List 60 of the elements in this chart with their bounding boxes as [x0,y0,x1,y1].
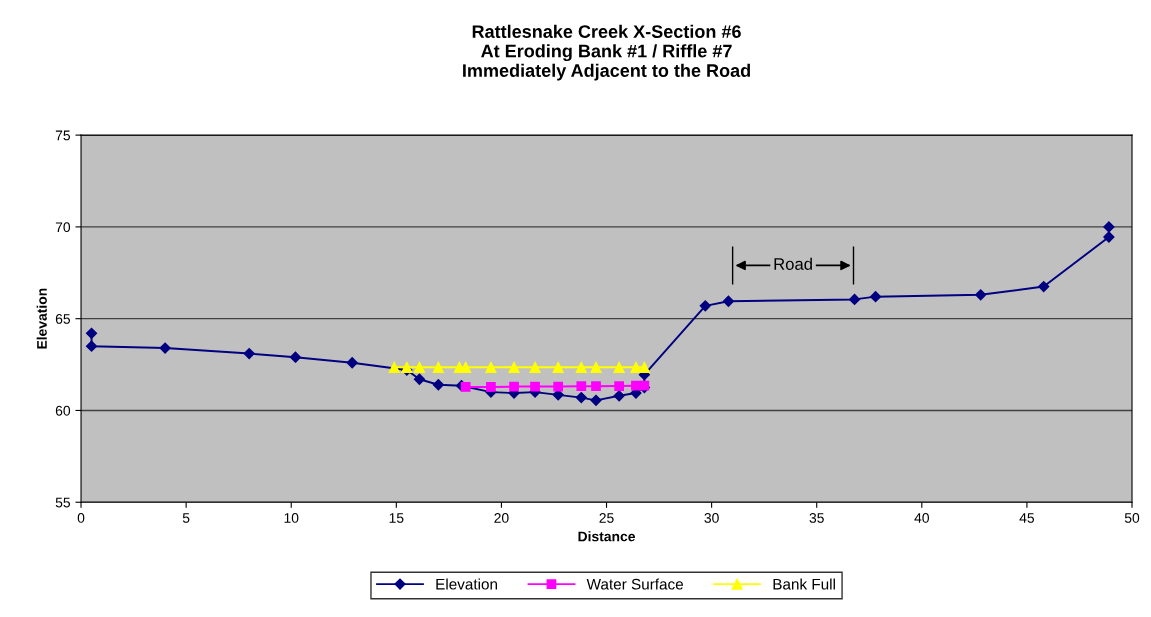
x-tick-label: 35 [809,513,824,523]
x-tick-label: 5 [182,513,190,523]
point [460,382,471,392]
x-tick-label: 20 [494,513,509,523]
point [159,342,171,354]
point [413,361,426,373]
legend-label: Water Surface [586,578,683,590]
point [85,340,98,352]
point [486,382,496,392]
point [432,361,444,373]
point [575,361,587,373]
point [1103,231,1115,243]
y-tick-label: 70 [55,222,71,233]
x-axis-title: Distance [578,531,635,542]
y-tick-label: 65 [55,314,71,324]
point [413,373,426,385]
point [485,361,497,373]
point [553,381,564,392]
x-tick-label: 15 [389,513,404,523]
point [699,300,711,312]
y-tick-label: 55 [55,497,71,508]
legend-label: Elevation [436,578,497,590]
point [346,357,358,369]
point [613,361,625,373]
point [613,390,625,402]
point [848,293,861,306]
x-tick-label: 25 [599,513,614,523]
x-tick-label: 10 [284,513,299,523]
point [591,381,601,392]
point [289,351,302,363]
point [1038,280,1050,293]
point [85,327,98,339]
point [1103,221,1115,233]
point [590,361,602,373]
point [576,381,587,392]
point [552,361,564,373]
chart-title: Rattlesnake Creek X-Section #6 At Eroding Bank #1 / Riffle #7 Immediately Adjacent to the Road [463,24,750,81]
point [975,289,987,301]
y-axis-title: Elevation [36,288,47,349]
x-tick-label: 45 [1019,513,1035,523]
point [432,379,444,391]
x-tick-label: 0 [77,513,85,523]
point [529,361,541,373]
annotation: Road [774,257,812,270]
point [590,394,602,406]
point [869,291,882,303]
point [388,361,400,373]
y-tick-label: 60 [55,405,71,416]
point [722,295,735,307]
x-tick-label: 50 [1124,513,1140,523]
x-tick-label: 30 [704,513,719,523]
point [508,361,520,373]
legend-label: Bank Full [773,578,835,590]
y-tick-label: 75 [55,130,71,141]
point [509,381,519,392]
point [530,381,540,392]
point [575,392,587,404]
x-tick-label: 40 [914,513,929,523]
point [243,347,255,360]
point [614,381,624,391]
